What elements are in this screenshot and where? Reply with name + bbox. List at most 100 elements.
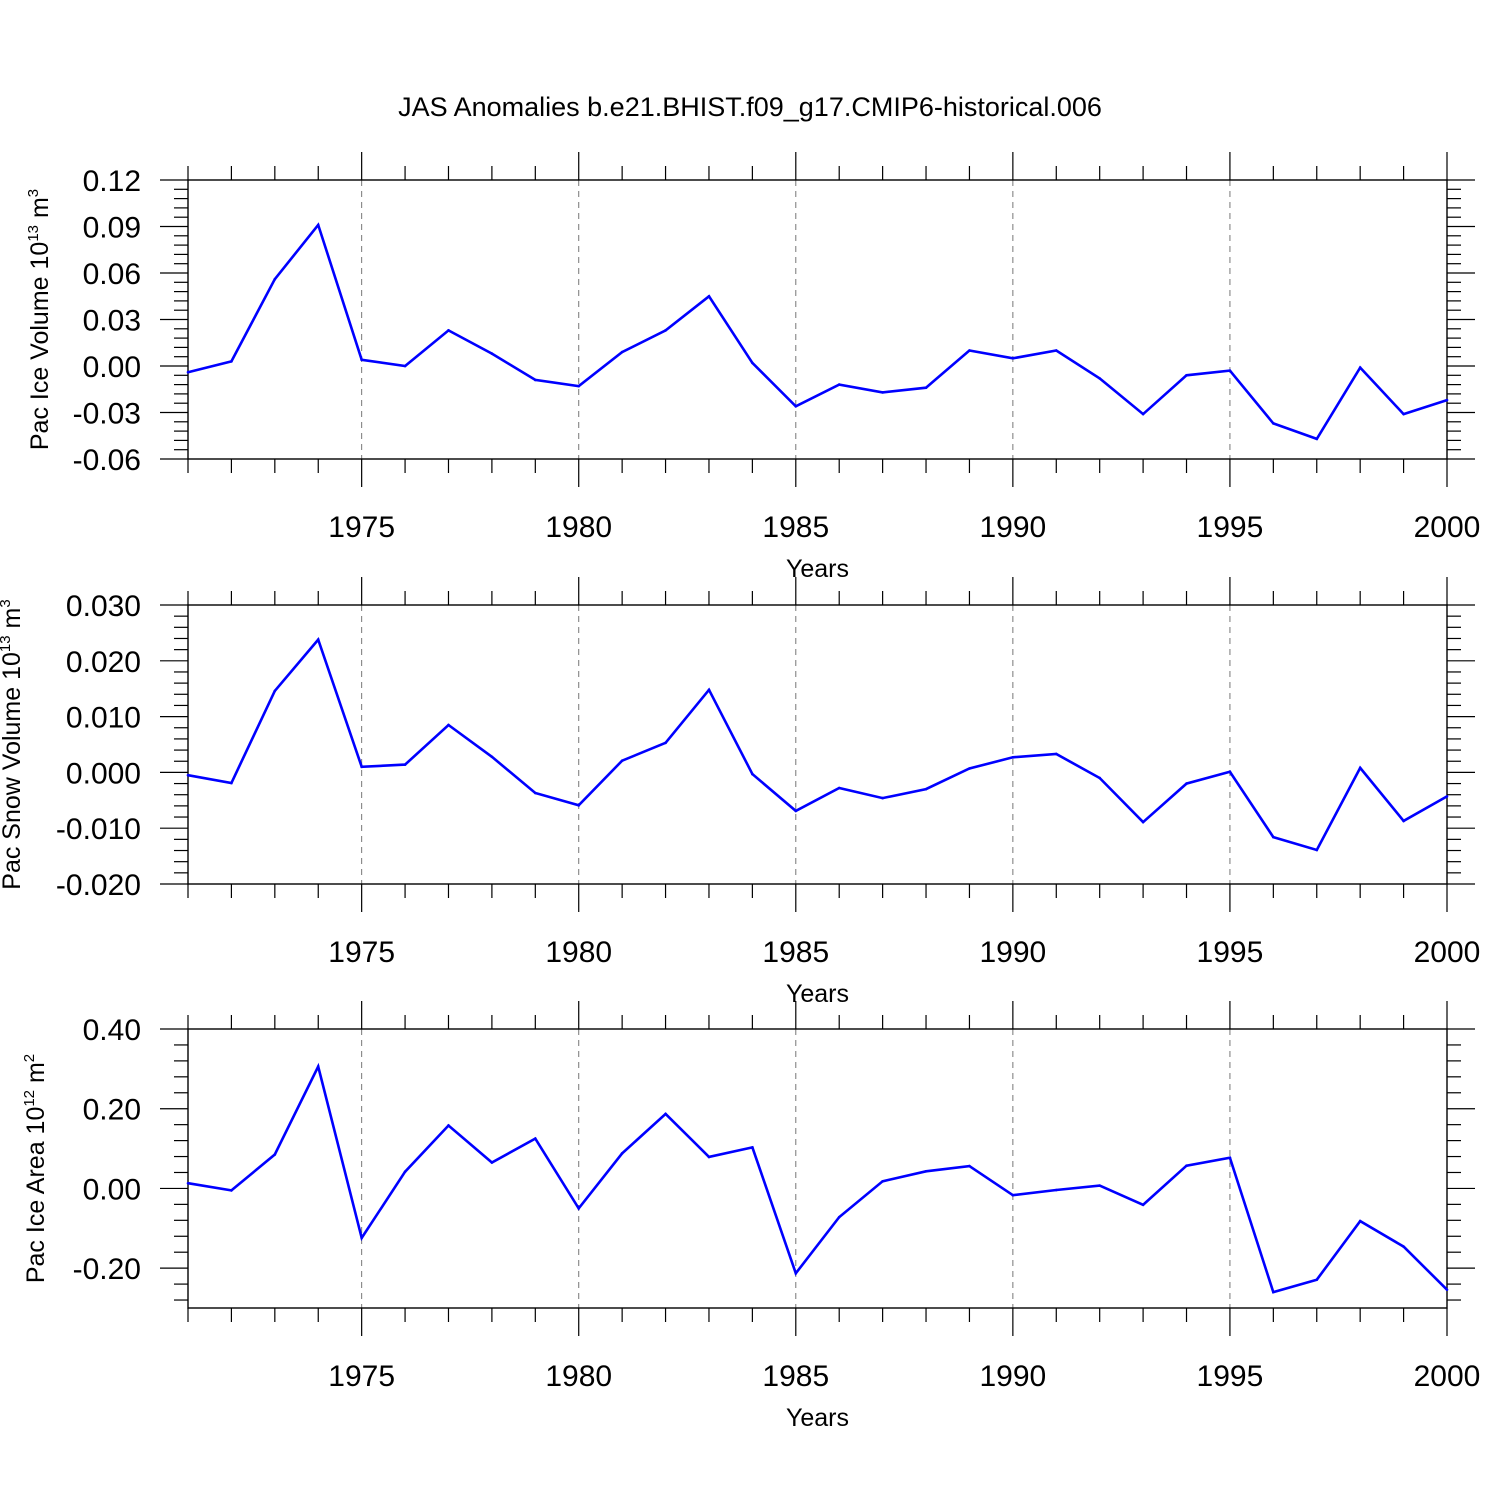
x-tick-label: 1985 <box>762 1360 829 1393</box>
data-point <box>1402 819 1405 823</box>
data-point <box>968 767 971 770</box>
data-point <box>1098 1184 1101 1187</box>
data-point <box>620 1152 624 1155</box>
data-point <box>794 1272 798 1275</box>
data-point <box>751 772 754 776</box>
data-point <box>577 384 581 388</box>
data-point <box>186 370 190 374</box>
data-point <box>707 294 711 298</box>
y-tick-label: -0.03 <box>73 398 141 431</box>
panel-ice-volume: 1975 1980 1985 1990 1995 2000 -0.06 -0.03 0.00 0.… <box>25 152 1480 583</box>
data-point <box>881 1179 884 1183</box>
y-tick-label: 0.000 <box>66 757 141 790</box>
data-point <box>751 361 754 365</box>
y-axis-title-unit: m <box>0 608 26 636</box>
data-point <box>620 759 624 762</box>
x-axis-title: Years <box>786 980 849 1008</box>
x-tick-label: 1980 <box>545 1360 612 1393</box>
y-axis-title-exponent: 13 <box>0 635 14 652</box>
y-axis-title-unit-exponent: 3 <box>0 599 14 607</box>
data-point <box>577 1207 581 1210</box>
y-tick-label: 0.020 <box>66 646 141 679</box>
x-tick-label: 1975 <box>328 1360 395 1393</box>
data-point <box>1098 377 1101 380</box>
data-point <box>620 350 624 354</box>
data-point <box>1228 369 1232 372</box>
figure-title: JAS Anomalies b.e21.BHIST.f09_g17.CMIP6-… <box>398 92 1102 122</box>
data-point <box>1141 1203 1145 1207</box>
data-point <box>664 1112 667 1116</box>
data-point <box>751 1146 754 1149</box>
data-point <box>490 352 494 355</box>
data-point <box>1011 1193 1015 1197</box>
x-tick-label: 1985 <box>762 936 829 969</box>
y-tick-label: 0.20 <box>83 1094 141 1127</box>
data-point <box>1445 1288 1449 1291</box>
data-point <box>881 796 884 800</box>
x-tick-label: 1980 <box>545 511 612 544</box>
data-point <box>1315 1278 1319 1282</box>
y-tick-label: 0.00 <box>83 351 141 384</box>
y-axis-title: Pac Snow Volume 1013 m3 <box>0 599 26 889</box>
data-point <box>1185 374 1188 377</box>
data-point <box>1185 1164 1188 1168</box>
y-axis-title-main: Pac Ice Volume 10 <box>26 242 54 450</box>
y-tick-label: 0.12 <box>83 165 141 198</box>
data-point <box>1445 398 1449 402</box>
plot-frame <box>187 179 1448 460</box>
data-point <box>447 329 450 332</box>
data-point <box>403 364 407 368</box>
data-point <box>230 781 233 785</box>
series-line <box>187 222 1448 441</box>
x-tick-label: 1990 <box>979 511 1046 544</box>
y-axis-title-unit: m <box>22 1062 50 1090</box>
y-tick-label: -0.20 <box>73 1253 141 1286</box>
data-point <box>1358 766 1362 770</box>
y-axis-title-exponent: 12 <box>21 1090 38 1107</box>
data-point <box>447 1124 450 1127</box>
data-point <box>664 741 667 745</box>
data-point <box>490 755 494 759</box>
x-axis-title: Years <box>786 555 849 583</box>
data-point <box>1054 349 1058 352</box>
data-point <box>316 1065 320 1068</box>
data-point <box>577 804 581 807</box>
data-point <box>794 809 798 813</box>
data-point <box>273 1153 277 1156</box>
data-point <box>186 1181 190 1185</box>
data-point <box>924 386 928 390</box>
data-point <box>534 378 537 382</box>
x-tick-label: 1985 <box>762 511 829 544</box>
series-line <box>187 637 1448 852</box>
y-axis-title-exponent: 13 <box>25 225 42 242</box>
data-point <box>403 763 407 766</box>
y-axis-title-main: Pac Snow Volume 10 <box>0 652 26 890</box>
data-point <box>881 391 884 394</box>
data-point <box>968 1164 971 1168</box>
data-point <box>186 773 190 777</box>
data-point <box>273 689 277 693</box>
x-axis-title: Years <box>786 1404 849 1432</box>
y-tick-label: 0.03 <box>83 305 141 338</box>
panel-snow-volume: 1975 1980 1985 1990 1995 2000 -0.020 -0.010 0.00… <box>0 577 1480 1008</box>
plot-frame <box>187 604 1448 885</box>
y-axis-title: Pac Ice Area 1012 m2 <box>21 1054 50 1283</box>
y-tick-label: 0.010 <box>66 702 141 735</box>
x-tick-label: 2000 <box>1414 1360 1481 1393</box>
data-point <box>1358 1219 1362 1223</box>
x-tick-label: 1995 <box>1197 511 1264 544</box>
x-tick-label: 1980 <box>545 936 612 969</box>
data-point <box>837 786 841 790</box>
data-point <box>1228 1156 1232 1160</box>
y-tick-label: 0.030 <box>66 590 141 623</box>
data-point <box>707 1155 711 1159</box>
plot-frame <box>187 1028 1448 1309</box>
data-point <box>794 405 798 408</box>
data-point <box>1272 1290 1275 1294</box>
y-tick-label: -0.010 <box>56 813 141 846</box>
y-tick-label: 0.00 <box>83 1173 141 1206</box>
data-point <box>1054 752 1058 756</box>
data-point <box>1315 437 1319 441</box>
data-point <box>1011 756 1015 759</box>
